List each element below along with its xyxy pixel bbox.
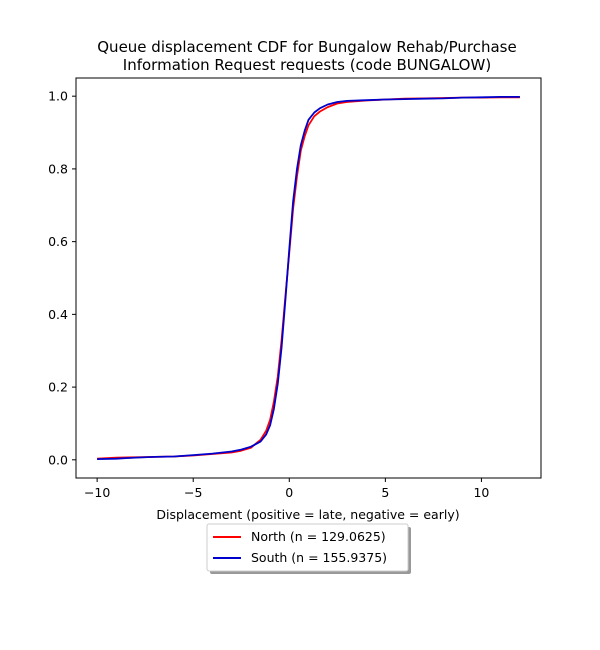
x-tick-label: −10 — [84, 485, 110, 500]
x-tick-label: 0 — [285, 485, 293, 500]
legend-label-south: South (n = 155.9375) — [251, 550, 387, 565]
y-tick-label: 0.2 — [48, 380, 68, 395]
plot-frame — [75, 77, 542, 479]
x-tick-label: −5 — [184, 485, 202, 500]
y-tick-label: 0.0 — [48, 452, 68, 467]
chart-title-line-2: Information Request requests (code BUNGA… — [123, 56, 491, 74]
series-line-south — [97, 96, 520, 460]
chart-title-line-1: Queue displacement CDF for Bungalow Reha… — [97, 38, 516, 56]
plot-area — [97, 96, 520, 460]
legend-label-north: North (n = 129.0625) — [251, 529, 386, 544]
x-axis-label: Displacement (positive = late, negative … — [156, 507, 459, 522]
series-line-north — [97, 96, 520, 460]
x-axis-ticks: −10 −5 0 5 10 — [84, 478, 489, 500]
x-tick-label: 5 — [381, 485, 389, 500]
y-tick-label: 0.4 — [48, 307, 68, 322]
legend: North (n = 129.0625) South (n = 155.9375… — [206, 523, 411, 574]
legend-box — [206, 523, 409, 572]
y-tick-label: 0.8 — [48, 161, 68, 176]
y-axis-ticks: 0.0 0.2 0.4 0.6 0.8 1.0 — [48, 89, 76, 467]
y-tick-label: 1.0 — [48, 89, 68, 104]
y-tick-label: 0.6 — [48, 234, 68, 249]
x-tick-label: 10 — [473, 485, 489, 500]
